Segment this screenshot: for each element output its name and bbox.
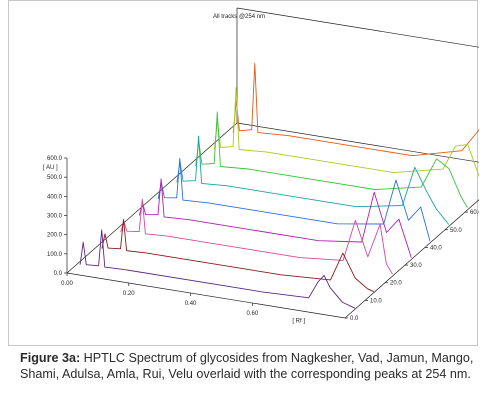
left-y-tick-label: 600.0 (47, 156, 63, 162)
axis-ticks: 0.0 100.0 200.0 300.0 400.0 500.0 600.0 [ AU ] 0… (43, 156, 479, 325)
figure: All tracks @254 nm 0.0 100.0 200.0 300.0 400… (8, 0, 479, 418)
series-line (101, 219, 374, 293)
chart-title: All tracks @254 nm (213, 14, 265, 20)
depth-axis-line (344, 199, 479, 319)
left-y-tick-label: 0.0 (54, 271, 63, 277)
caption-text: HPTLC Spectrum of glycosides from Nagkes… (20, 351, 474, 381)
chart-panel: All tracks @254 nm 0.0 100.0 200.0 300.0 400… (8, 0, 479, 346)
chart-svg: All tracks @254 nm 0.0 100.0 200.0 300.0 400… (43, 7, 479, 325)
x-tick-label: 0.40 (185, 301, 197, 307)
left-y-tick-label: 400.0 (47, 194, 63, 200)
x-tick-label: 0.00 (61, 281, 73, 287)
series-layer (79, 63, 479, 309)
figure-caption: Figure 3a: HPTLC Spectrum of glycosides … (20, 350, 476, 382)
series-line (195, 111, 468, 208)
left-y-tick-label: 100.0 (47, 252, 63, 258)
depth-tick-label: 50.0 (450, 228, 462, 234)
series-line (176, 135, 450, 225)
series-line (138, 178, 412, 258)
x-axis-line (66, 272, 346, 319)
back-left-edge (66, 122, 238, 274)
series-line (79, 229, 356, 309)
back-edge (236, 122, 479, 163)
series-line (120, 198, 393, 275)
x-tick-label: 0.60 (246, 311, 258, 317)
top-back-edge (236, 7, 479, 48)
depth-tick-label: 40.0 (430, 245, 442, 251)
left-y-unit-label: [ AU ] (43, 165, 58, 171)
series-line (157, 157, 431, 242)
left-y-tick-label: 300.0 (47, 214, 63, 220)
depth-tick-label: 60.0 (470, 210, 479, 216)
depth-tick-label: 20.0 (390, 281, 402, 287)
x-unit-label: [ Rf ] (292, 319, 305, 325)
depth-tick-label: 30.0 (410, 263, 422, 269)
chart-frame (66, 7, 479, 319)
series-line (213, 87, 479, 178)
left-y-tick-label: 200.0 (47, 233, 63, 239)
caption-label: Figure 3a: (20, 351, 81, 365)
depth-tick-label: 0.0 (350, 316, 359, 322)
series-line (232, 63, 479, 157)
x-tick-label: 0.20 (123, 291, 135, 297)
depth-tick-label: 10.0 (370, 298, 382, 304)
left-y-tick-label: 500.0 (47, 175, 63, 181)
